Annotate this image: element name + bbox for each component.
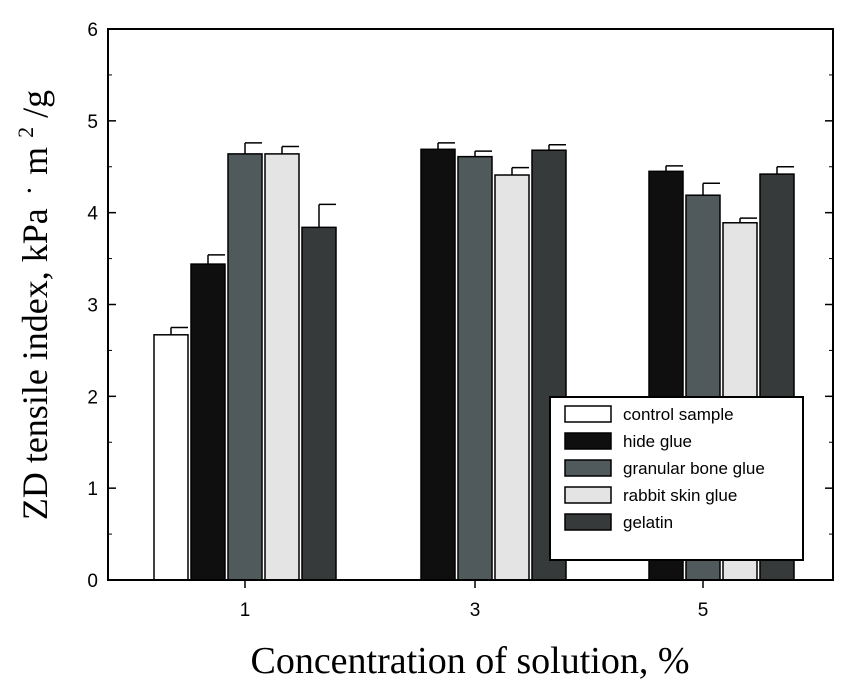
bar <box>420 148 456 581</box>
bar <box>153 334 189 581</box>
y-tick-label: 1 <box>87 479 98 500</box>
y-axis-title-dot: · <box>15 186 46 195</box>
bar <box>190 263 226 581</box>
legend-swatch <box>564 486 612 504</box>
y-axis: 0 1 2 3 4 5 6 <box>87 20 833 592</box>
x-tick-label: 1 <box>240 600 251 621</box>
legend-swatch <box>564 513 612 531</box>
bar <box>301 226 337 581</box>
legend-label: control sample <box>623 405 734 424</box>
y-axis-title-main: ZD tensile index, kPa <box>15 208 55 520</box>
bar <box>227 153 263 581</box>
x-tick-label: 3 <box>470 600 481 621</box>
y-tick-label: 0 <box>87 571 98 592</box>
x-axis-title: Concentration of solution, % <box>250 640 689 682</box>
legend-label: hide glue <box>623 432 692 451</box>
legend-label: granular bone glue <box>623 459 765 478</box>
legend-box <box>549 396 804 561</box>
y-tick-label: 2 <box>87 387 98 408</box>
x-tick-label: 5 <box>698 600 709 621</box>
y-tick-label: 4 <box>87 204 98 225</box>
legend-swatch <box>564 405 612 423</box>
bar <box>264 153 300 581</box>
y-tick-label: 5 <box>87 112 98 133</box>
y-tick-label: 3 <box>87 296 98 317</box>
bar <box>494 174 530 581</box>
y-axis-title-exponent: 2 <box>13 127 38 138</box>
error-bars-layer <box>170 142 794 335</box>
x-axis: 1 3 5 <box>240 580 709 621</box>
legend-label: gelatin <box>623 513 673 532</box>
y-axis-title-unit-tail: /g <box>15 90 55 118</box>
y-axis-title: ZD tensile index, kPa · m 2 /g <box>1 90 55 520</box>
legend: control sample hide glue granular bone glu… <box>549 396 804 561</box>
legend-label: rabbit skin glue <box>623 486 737 505</box>
bar <box>457 155 493 581</box>
y-tick-label: 6 <box>87 20 98 41</box>
legend-swatch <box>564 432 612 450</box>
y-axis-title-unit: m <box>15 147 55 175</box>
legend-swatch <box>564 459 612 477</box>
